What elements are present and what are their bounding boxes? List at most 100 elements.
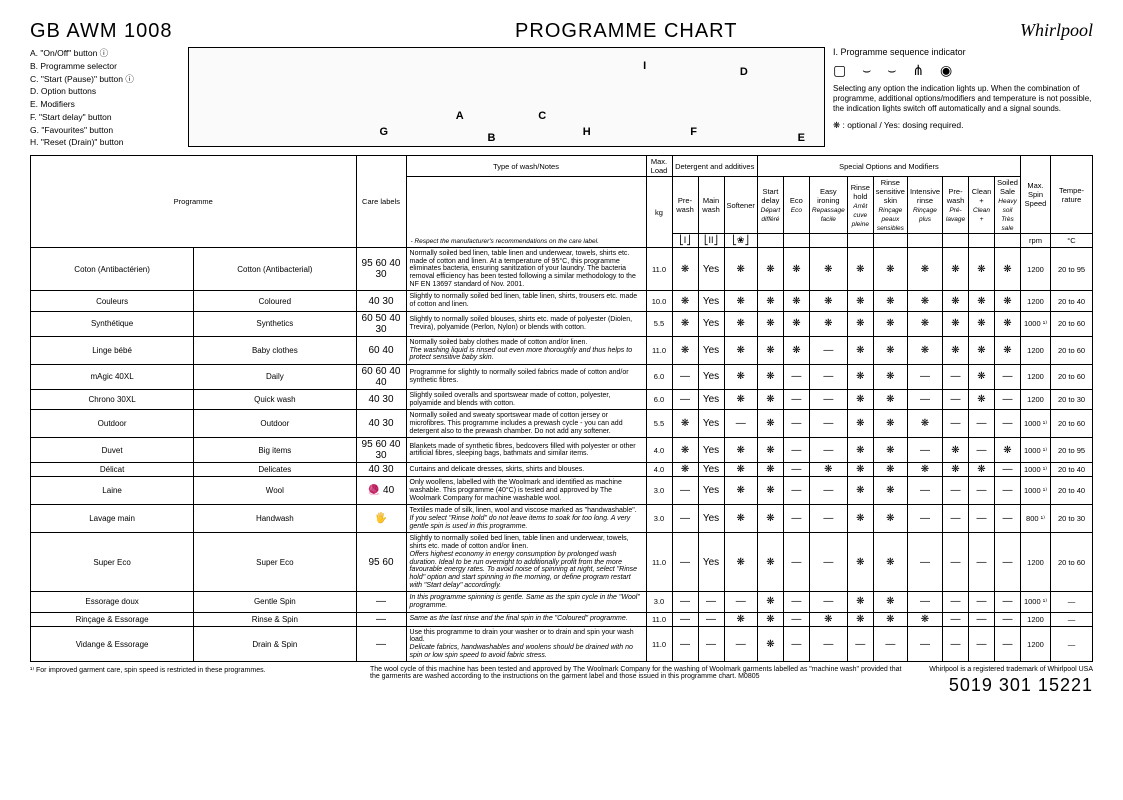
option-cell: ❋ xyxy=(672,291,698,311)
option-cell: — xyxy=(672,477,698,505)
option-cell: ❋ xyxy=(907,612,942,626)
temp: 20 to 30 xyxy=(1051,505,1093,533)
temp: — xyxy=(1051,612,1093,626)
spin: 1000 ¹⁾ xyxy=(1021,592,1051,612)
option-cell: ❋ xyxy=(783,336,809,364)
option-cell: — xyxy=(995,477,1021,505)
spin: 1000 ¹⁾ xyxy=(1021,463,1051,477)
option-cell: ❋ xyxy=(969,389,995,409)
option-cell: — xyxy=(672,612,698,626)
temp: 20 to 95 xyxy=(1051,438,1093,463)
option-cell: — xyxy=(809,626,847,662)
option-cell: ❋ xyxy=(757,248,783,291)
temp: 20 to 60 xyxy=(1051,311,1093,336)
option-cell: ❋ xyxy=(873,336,907,364)
prog-en: Cotton (Antibacterial) xyxy=(194,248,356,291)
option-cell: — xyxy=(969,592,995,612)
option-cell: ❋ xyxy=(943,311,969,336)
table-row: Coton (Antibactérien)Cotton (Antibacteri… xyxy=(31,248,1093,291)
care-labels: 40 30 xyxy=(356,463,406,477)
option-cell: — xyxy=(943,477,969,505)
spin: 1200 xyxy=(1021,626,1051,662)
option-cell: — xyxy=(907,592,942,612)
option-cell: — xyxy=(907,533,942,592)
sequence-indicator-title: I. Programme sequence indicator xyxy=(833,47,1093,58)
header: GB AWM 1008 PROGRAMME CHART Whirlpool xyxy=(30,20,1093,43)
option-cell: ❋ xyxy=(907,410,942,438)
option-cell: ❋ xyxy=(672,410,698,438)
hdr-maxload: Max. Load xyxy=(646,156,672,177)
option-cell: — xyxy=(783,505,809,533)
prog-en: Baby clothes xyxy=(194,336,356,364)
option-cell: — xyxy=(907,438,942,463)
notes: Use this programme to drain your washer … xyxy=(406,626,646,662)
temp: — xyxy=(1051,626,1093,662)
option-cell: — xyxy=(995,592,1021,612)
hdr-temp-unit: °C xyxy=(1051,234,1093,248)
option-cell: — xyxy=(809,438,847,463)
option-cell: ❋ xyxy=(995,311,1021,336)
option-cell: ❋ xyxy=(724,248,757,291)
option-cell: ❋ xyxy=(724,533,757,592)
spin: 1000 ¹⁾ xyxy=(1021,438,1051,463)
temp: 20 to 60 xyxy=(1051,336,1093,364)
spin: 1000 ¹⁾ xyxy=(1021,311,1051,336)
option-cell: ❋ xyxy=(724,612,757,626)
prog-en: Quick wash xyxy=(194,389,356,409)
option-cell: — xyxy=(724,410,757,438)
care-labels: 🖐 xyxy=(356,505,406,533)
option-cell: ❋ xyxy=(907,463,942,477)
prog-fr: Lavage main xyxy=(31,505,194,533)
legend-left: A. "On/Off" button ⓘB. Programme selecto… xyxy=(30,47,180,149)
table-row: Essorage douxGentle Spin—In this program… xyxy=(31,592,1093,612)
option-cell: — xyxy=(672,505,698,533)
hdr-maxload-unit: kg xyxy=(646,177,672,248)
legend-item: B. Programme selector xyxy=(30,60,180,73)
option-cell: — xyxy=(969,477,995,505)
care-labels: — xyxy=(356,626,406,662)
prog-fr: Outdoor xyxy=(31,410,194,438)
panel-label-a: A xyxy=(456,110,464,122)
option-cell: ❋ xyxy=(847,311,873,336)
sequence-note: Selecting any option the indication ligh… xyxy=(833,84,1093,114)
option-cell: ❋ xyxy=(757,410,783,438)
option-cell: Yes xyxy=(698,410,724,438)
option-cell: ❋ xyxy=(724,477,757,505)
option-cell: — xyxy=(783,410,809,438)
option-cell: — xyxy=(783,438,809,463)
legend-item: D. Option buttons xyxy=(30,85,180,98)
option-cell: Yes xyxy=(698,477,724,505)
option-cell: ❋ xyxy=(873,505,907,533)
option-cell: — xyxy=(907,389,942,409)
option-cell: ❋ xyxy=(783,248,809,291)
hdr-care: Care labels xyxy=(356,156,406,248)
option-cell: — xyxy=(672,592,698,612)
panel-label-h: H xyxy=(583,126,591,138)
hdr-temp: Tempe-rature xyxy=(1051,156,1093,234)
legend-item: A. "On/Off" button ⓘ xyxy=(30,47,180,60)
table-row: Vidange & EssorageDrain & Spin—Use this … xyxy=(31,626,1093,662)
max-load: 11.0 xyxy=(646,533,672,592)
option-cell: ❋ xyxy=(757,463,783,477)
option-cell: — xyxy=(809,477,847,505)
option-cell: Yes xyxy=(698,438,724,463)
option-cell: — xyxy=(672,364,698,389)
option-cell: Yes xyxy=(698,533,724,592)
care-labels: 95 60 40 30 xyxy=(356,248,406,291)
hdr-prewash: Pre-wash xyxy=(672,177,698,234)
option-cell: ❋ xyxy=(969,364,995,389)
option-cell: ❋ xyxy=(995,438,1021,463)
option-cell: ❋ xyxy=(943,438,969,463)
notes: Normally soiled baby clothes made of cot… xyxy=(406,336,646,364)
option-cell: ❋ xyxy=(847,505,873,533)
care-labels: — xyxy=(356,592,406,612)
table-row: CouleursColoured40 30Slightly to normall… xyxy=(31,291,1093,311)
max-load: 4.0 xyxy=(646,438,672,463)
prog-fr: Délicat xyxy=(31,463,194,477)
max-load: 3.0 xyxy=(646,477,672,505)
prog-en: Drain & Spin xyxy=(194,626,356,662)
option-cell: — xyxy=(969,626,995,662)
option-cell: — xyxy=(907,364,942,389)
hdr-detergent-group: Detergent and additives xyxy=(672,156,757,177)
notes: Programme for slightly to normally soile… xyxy=(406,364,646,389)
